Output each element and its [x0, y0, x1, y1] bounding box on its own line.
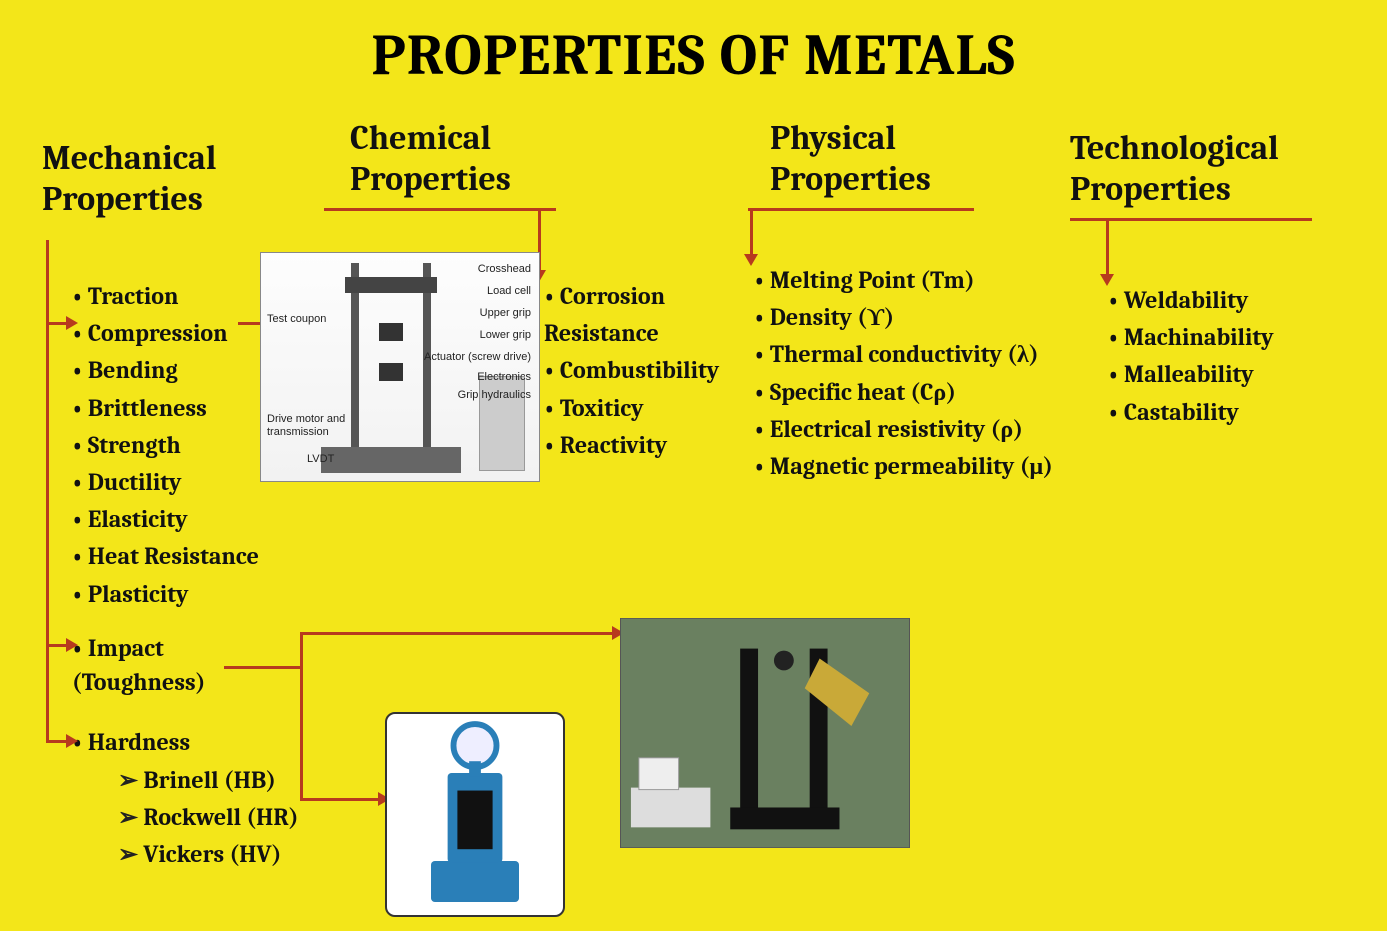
- list-item: Machinability: [1108, 319, 1274, 356]
- list-technological: Weldability Machinability Malleability C…: [1108, 282, 1274, 431]
- list-item: Magnetic permeability (μ): [754, 448, 1053, 485]
- list-item: Compression: [72, 315, 259, 352]
- list-item: Plasticity: [72, 576, 259, 613]
- list-item: Ductility: [72, 464, 259, 501]
- list-item: Specific heat (Cρ): [754, 374, 1053, 411]
- list-item: Strength: [72, 427, 259, 464]
- list-physical: Melting Point (Tm) Density (ϒ) Thermal c…: [754, 262, 1053, 485]
- list-item: Heat Resistance: [72, 538, 259, 575]
- item-hardness: Hardness: [72, 726, 190, 760]
- page-title: PROPERTIES OF METALS: [0, 0, 1387, 89]
- col-header-chemical: Chemical Properties: [350, 118, 511, 200]
- list-item: Electrical resistivity (ρ): [754, 411, 1053, 448]
- list-item: Corrosion Resistance: [544, 278, 719, 352]
- list-item: Brittleness: [72, 390, 259, 427]
- list-item: Bending: [72, 352, 259, 389]
- col-header-physical: Physical Properties: [770, 118, 931, 200]
- list-item: Density (ϒ): [754, 299, 1053, 336]
- item-impact: Impact (Toughness): [72, 632, 205, 699]
- list-item: Toxiticy: [544, 390, 719, 427]
- list-item: Vickers (HV): [118, 836, 299, 873]
- sublist-hardness: Brinell (HB) Rockwell (HR) Vickers (HV): [118, 762, 299, 874]
- list-item: Melting Point (Tm): [754, 262, 1053, 299]
- list-chemical: Corrosion Resistance Combustibility Toxi…: [544, 278, 719, 464]
- col-header-mechanical: Mechanical Properties: [42, 138, 216, 220]
- list-item: Thermal conductivity (λ): [754, 336, 1053, 373]
- col-header-technological: Technological Properties: [1070, 128, 1279, 210]
- list-item: Elasticity: [72, 501, 259, 538]
- list-item: Reactivity: [544, 427, 719, 464]
- image-impact-tester: [620, 618, 910, 848]
- list-item: Castability: [1108, 394, 1274, 431]
- image-tensile-machine: Crosshead Load cell Upper grip Lower gri…: [260, 252, 540, 482]
- list-item: Malleability: [1108, 356, 1274, 393]
- list-item: Brinell (HB): [118, 762, 299, 799]
- underline-chemical: [324, 208, 556, 211]
- list-item: Combustibility: [544, 352, 719, 389]
- list-mechanical: Traction Compression Bending Brittleness…: [72, 278, 259, 613]
- list-item: Weldability: [1108, 282, 1274, 319]
- underline-physical: [748, 208, 974, 211]
- list-item: Rockwell (HR): [118, 799, 299, 836]
- image-hardness-tester: [385, 712, 565, 917]
- list-item: Traction: [72, 278, 259, 315]
